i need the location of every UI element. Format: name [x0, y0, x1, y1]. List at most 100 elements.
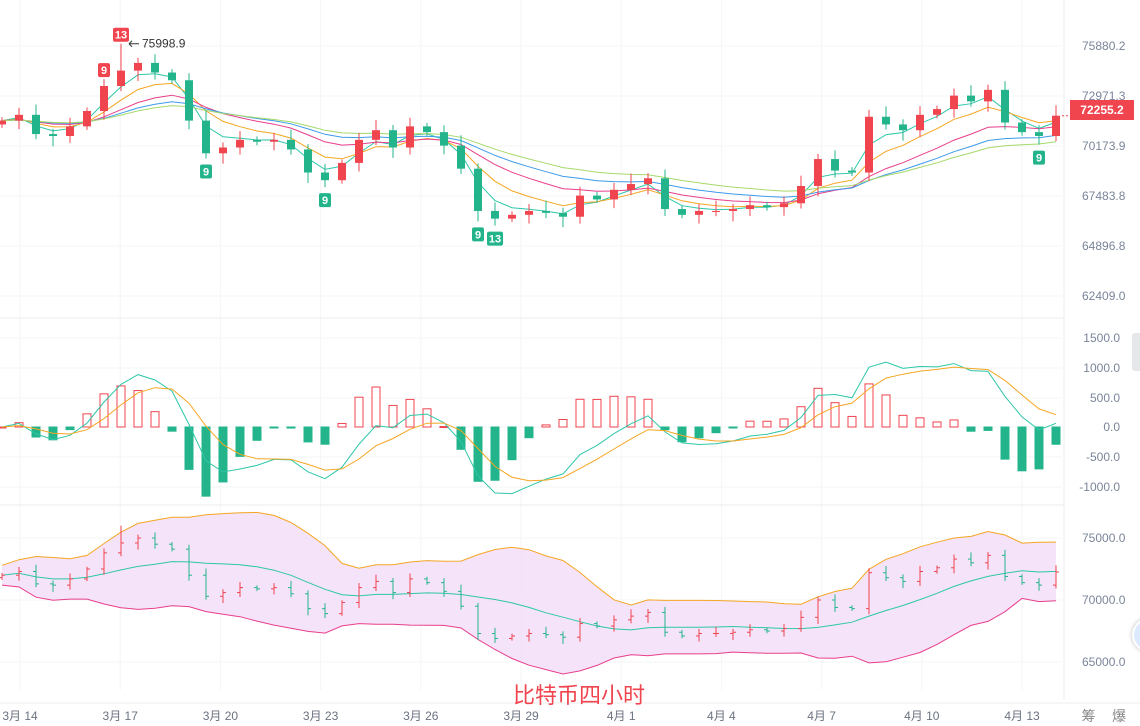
- candle-body: [372, 130, 380, 140]
- macd-histogram-bar: [881, 394, 891, 428]
- candle-body: [525, 210, 533, 215]
- candle-body: [797, 185, 805, 204]
- candle-body: [185, 80, 193, 121]
- candle-body: [202, 120, 210, 154]
- macd-histogram-bar: [201, 426, 211, 497]
- macd-histogram-bar: [728, 426, 738, 429]
- macd-tick-label: 1000.0: [1083, 361, 1120, 375]
- macd-histogram-bar: [762, 420, 772, 428]
- macd-histogram-bar: [150, 411, 160, 428]
- macd-histogram-bar: [1000, 426, 1010, 460]
- macd-dif-line: [1, 361, 1057, 495]
- marker-badge: [1033, 150, 1045, 165]
- candle-body: [967, 95, 975, 102]
- candle-body: [440, 132, 448, 146]
- marker-badge: [319, 193, 331, 208]
- candle-body: [508, 214, 516, 219]
- candle-body: [661, 178, 669, 210]
- marker-badge: [113, 27, 129, 42]
- candle-body: [1018, 122, 1026, 133]
- date-tick-label: 3月 20: [203, 709, 239, 723]
- marker-label: 9: [203, 166, 209, 178]
- candle-body: [916, 114, 924, 131]
- candle-body: [984, 89, 992, 102]
- candle-body: [270, 139, 278, 142]
- candle-body: [1052, 115, 1060, 136]
- boll-tick-label: 65000.0: [1082, 655, 1126, 669]
- td-sequential-marker: 13: [113, 27, 129, 42]
- price-tick-label: 67483.8: [1082, 189, 1126, 203]
- candle-body: [66, 126, 74, 136]
- macd-histogram-bar: [558, 419, 568, 428]
- macd-histogram-bar: [133, 390, 143, 428]
- price-tick-label: 72971.3: [1082, 89, 1126, 103]
- price-tick-label: 75880.2: [1082, 39, 1126, 53]
- candle-body: [168, 72, 176, 81]
- candle-body: [491, 210, 499, 219]
- macd-histogram-bar: [507, 426, 517, 461]
- macd-histogram-bar: [966, 426, 976, 432]
- date-tick-label: 3月 29: [503, 709, 539, 723]
- td-sequential-marker: 9: [200, 164, 212, 179]
- macd-histogram-bar: [439, 426, 449, 429]
- marker-label: 9: [322, 195, 328, 207]
- candle-body: [644, 178, 652, 185]
- macd-histogram-bar: [983, 426, 993, 431]
- macd-histogram-bar: [116, 385, 126, 428]
- macd-histogram-bar: [303, 426, 313, 443]
- candle-body: [389, 130, 397, 148]
- candle-body: [1035, 132, 1043, 136]
- marker-badge: [487, 231, 503, 246]
- date-tick-label: 4月 13: [1004, 709, 1040, 723]
- panel-collapse-handle[interactable]: [1132, 333, 1140, 371]
- marker-badge: [472, 227, 484, 242]
- macd-tick-label: -500.0: [1086, 450, 1120, 464]
- candle-body: [0, 120, 6, 125]
- td-sequential-marker: 9: [98, 63, 110, 77]
- candle-body: [576, 195, 584, 217]
- marker-label: 9: [475, 229, 481, 241]
- candle-body: [763, 205, 771, 208]
- candle-body: [117, 70, 125, 86]
- candle-body: [678, 209, 686, 215]
- candle-body: [695, 210, 703, 215]
- macd-histogram-bar: [575, 398, 585, 428]
- macd-histogram-bar: [99, 393, 109, 428]
- moving-average-line-4: [1, 101, 1057, 198]
- moving-average-line-2: [1, 82, 1057, 208]
- macd-histogram-bar: [286, 426, 296, 429]
- candle-body: [253, 139, 261, 142]
- boll-tick-label: 75000.0: [1082, 531, 1126, 545]
- price-tick-label: 62409.0: [1082, 289, 1126, 303]
- macd-histogram-bar: [252, 426, 262, 441]
- macd-histogram-bar: [388, 404, 398, 428]
- macd-histogram-bar: [779, 418, 789, 428]
- candle-body: [831, 159, 839, 171]
- candle-body: [729, 209, 737, 211]
- macd-histogram-bar: [490, 426, 500, 481]
- td-sequential-marker: 9: [1033, 150, 1045, 165]
- candle-body: [865, 116, 873, 173]
- candle-body: [1001, 89, 1009, 123]
- candle-body: [219, 147, 227, 154]
- macd-histogram-bar: [898, 414, 908, 428]
- candle-body: [814, 159, 822, 186]
- macd-histogram-bar: [609, 395, 619, 428]
- marker-label: 9: [1036, 153, 1042, 165]
- moving-average-line-3: [1, 94, 1057, 204]
- moving-average-line-5: [1, 105, 1057, 192]
- marker-badge: [98, 63, 110, 78]
- macd-histogram-bar: [337, 422, 347, 428]
- date-tick-label: 3月 26: [403, 709, 439, 723]
- macd-histogram-bar: [422, 408, 432, 428]
- marker-label: 9: [101, 65, 107, 77]
- macd-tick-label: 0.0: [1103, 420, 1120, 434]
- marker-label: 13: [489, 234, 501, 246]
- candle-body: [423, 126, 431, 133]
- chip-liquidation-toggles[interactable]: 筹 爆: [1081, 709, 1132, 725]
- marker-label: 13: [115, 30, 127, 42]
- candle-body: [593, 195, 601, 200]
- macd-histogram-bar: [864, 383, 874, 428]
- candle-body: [304, 149, 312, 173]
